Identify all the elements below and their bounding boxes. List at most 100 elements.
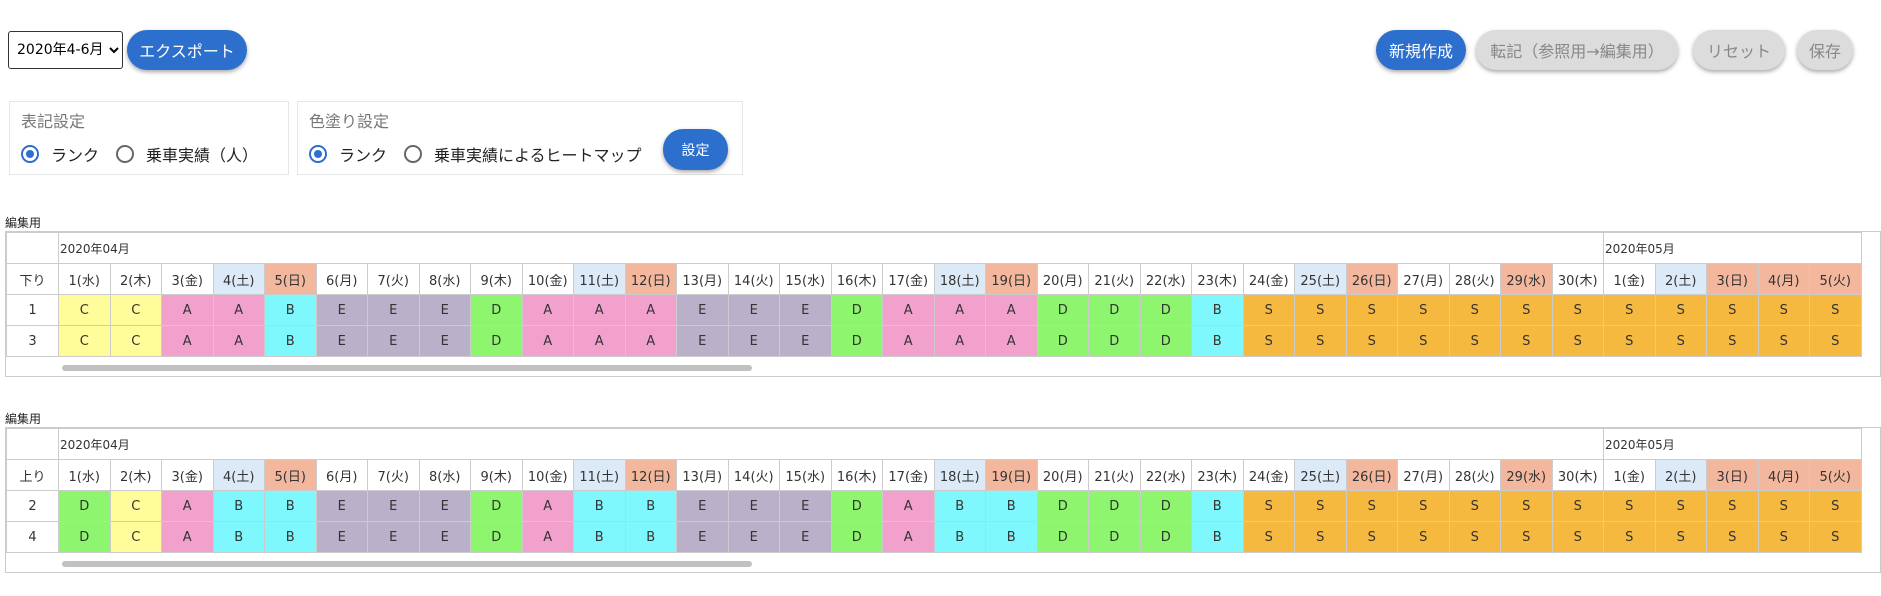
rank-cell[interactable]: B [212,521,265,553]
rank-cell[interactable]: D [1139,325,1192,357]
apply-color-settings-button[interactable]: 設定 [663,129,728,170]
rank-cell[interactable]: E [676,521,729,553]
rank-cell[interactable]: D [470,521,523,553]
rank-cell[interactable]: B [264,521,317,553]
rank-cell[interactable]: A [161,490,214,522]
period-select[interactable]: 2020年4-6月 [8,31,123,69]
rank-cell[interactable]: E [418,325,471,357]
rank-cell[interactable]: A [882,325,935,357]
rank-cell[interactable]: D [1036,490,1089,522]
rank-cell[interactable]: S [1294,521,1347,553]
rank-cell[interactable]: C [109,325,162,357]
rank-cell[interactable]: A [882,294,935,326]
rank-cell[interactable]: S [1551,325,1604,357]
rank-cell[interactable]: B [573,490,626,522]
rank-cell[interactable]: S [1757,521,1810,553]
rank-cell[interactable]: S [1809,521,1862,553]
rank-cell[interactable]: S [1397,490,1450,522]
rank-cell[interactable]: E [367,325,420,357]
rank-cell[interactable]: E [367,490,420,522]
rank-cell[interactable]: D [1088,325,1141,357]
rank-cell[interactable]: B [1191,490,1244,522]
rank-cell[interactable]: S [1603,294,1656,326]
rank-cell[interactable]: C [109,521,162,553]
rank-cell[interactable]: A [521,294,574,326]
rank-cell[interactable]: D [1139,521,1192,553]
rank-cell[interactable]: S [1603,521,1656,553]
rank-cell[interactable]: S [1809,325,1862,357]
rank-cell[interactable]: S [1448,521,1501,553]
rank-cell[interactable]: S [1448,325,1501,357]
rank-cell[interactable]: A [521,325,574,357]
rank-cell[interactable]: A [521,490,574,522]
rank-cell[interactable]: E [779,325,832,357]
rank-cell[interactable]: S [1757,325,1810,357]
rank-cell[interactable]: D [830,294,883,326]
rank-cell[interactable]: A [882,521,935,553]
rank-cell[interactable]: D [470,490,523,522]
rank-cell[interactable]: E [727,490,780,522]
rank-cell[interactable]: S [1706,521,1759,553]
rank-cell[interactable]: B [624,490,677,522]
rank-cell[interactable]: S [1397,521,1450,553]
rank-cell[interactable]: C [58,325,111,357]
rank-cell[interactable]: S [1345,325,1398,357]
rank-cell[interactable]: B [573,521,626,553]
rank-cell[interactable]: A [624,325,677,357]
rank-cell[interactable]: A [212,294,265,326]
rank-cell[interactable]: E [367,521,420,553]
rank-cell[interactable]: A [933,294,986,326]
rank-cell[interactable]: S [1706,294,1759,326]
rank-cell[interactable]: A [161,325,214,357]
rank-cell[interactable]: S [1242,490,1295,522]
rank-cell[interactable]: B [1191,521,1244,553]
rank-cell[interactable]: A [882,490,935,522]
notation-radio-ridership[interactable]: 乗車実績（人） [116,142,258,166]
rank-cell[interactable]: D [58,490,111,522]
rank-cell[interactable]: E [779,521,832,553]
new-button[interactable]: 新規作成 [1376,30,1466,70]
rank-cell[interactable]: S [1654,490,1707,522]
rank-cell[interactable]: S [1603,490,1656,522]
rank-cell[interactable]: D [470,294,523,326]
rank-cell[interactable]: E [418,294,471,326]
rank-cell[interactable]: D [1139,490,1192,522]
rank-cell[interactable]: D [1139,294,1192,326]
rank-cell[interactable]: S [1294,294,1347,326]
rank-cell[interactable]: B [264,325,317,357]
rank-cell[interactable]: S [1654,325,1707,357]
rank-cell[interactable]: S [1397,325,1450,357]
rank-cell[interactable]: E [779,490,832,522]
rank-cell[interactable]: D [1036,325,1089,357]
rank-cell[interactable]: E [676,294,729,326]
rank-cell[interactable]: E [418,521,471,553]
reset-button[interactable]: リセット [1693,30,1785,70]
rank-cell[interactable]: S [1500,490,1553,522]
rank-cell[interactable]: B [212,490,265,522]
rank-cell[interactable]: D [1088,294,1141,326]
rank-cell[interactable]: D [1036,521,1089,553]
rank-cell[interactable]: D [470,325,523,357]
rank-cell[interactable]: S [1757,294,1810,326]
rank-cell[interactable]: S [1242,294,1295,326]
rank-cell[interactable]: S [1345,490,1398,522]
rank-cell[interactable]: S [1294,325,1347,357]
rank-cell[interactable]: A [933,325,986,357]
rank-cell[interactable]: D [830,521,883,553]
rank-cell[interactable]: S [1551,521,1604,553]
rank-cell[interactable]: B [264,294,317,326]
rank-cell[interactable]: E [315,325,368,357]
rank-cell[interactable]: S [1809,490,1862,522]
rank-cell[interactable]: C [109,294,162,326]
rank-cell[interactable]: E [727,294,780,326]
rank-cell[interactable]: S [1242,325,1295,357]
rank-cell[interactable]: D [830,490,883,522]
rank-cell[interactable]: E [727,325,780,357]
rank-cell[interactable]: E [727,521,780,553]
rank-cell[interactable]: S [1294,490,1347,522]
rank-cell[interactable]: E [315,490,368,522]
rank-cell[interactable]: E [676,490,729,522]
rank-cell[interactable]: A [521,521,574,553]
rank-cell[interactable]: S [1706,325,1759,357]
rank-cell[interactable]: D [1088,490,1141,522]
